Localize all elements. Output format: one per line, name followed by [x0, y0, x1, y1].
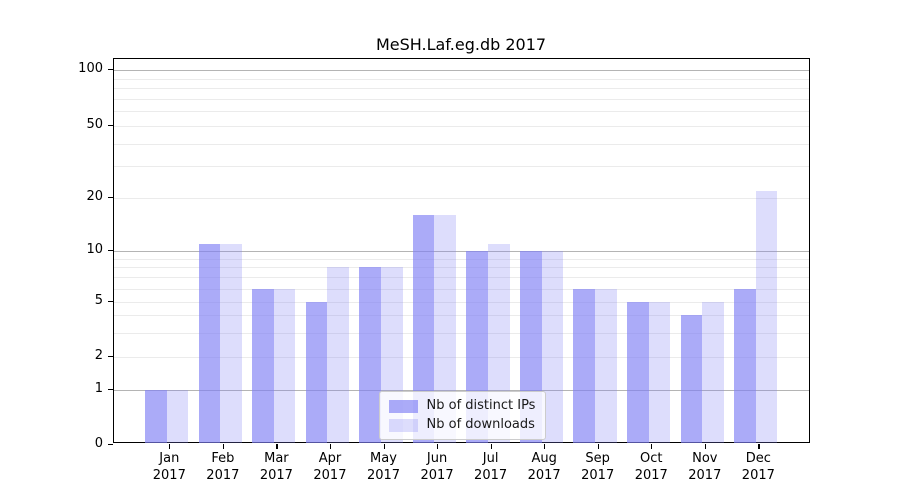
gridline-minor-50 — [113, 125, 809, 127]
gridline-major-10 — [113, 250, 809, 252]
x-tick-mark-feb — [222, 443, 225, 449]
bar-apr-distinct-ips — [305, 301, 328, 444]
x-tick-mark-apr — [329, 443, 332, 449]
bar-jan-downloads — [166, 389, 189, 444]
y-tick-label-100: 100 — [78, 61, 103, 76]
y-tick-mark-100 — [107, 69, 113, 71]
bar-nov-downloads — [702, 301, 724, 444]
bar-sep-distinct-ips — [573, 288, 596, 444]
x-tick-label-aug: Aug 2017 — [527, 451, 561, 483]
y-tick-label-20: 20 — [86, 189, 103, 204]
x-tick-mark-jul — [490, 443, 492, 449]
bar-feb-downloads — [220, 243, 242, 444]
gridline-major-100 — [113, 69, 809, 71]
y-tick-mark-1 — [107, 389, 113, 391]
gridline-minor-5 — [113, 301, 809, 303]
x-tick-mark-sep — [597, 443, 599, 449]
bar-nov-distinct-ips — [680, 315, 703, 444]
gridline-minor-20 — [113, 197, 809, 199]
gridline-minor-90 — [113, 78, 809, 80]
legend-swatch-distinct-ips — [388, 399, 418, 413]
bar-feb-distinct-ips — [198, 243, 221, 444]
bar-may-distinct-ips — [359, 267, 381, 444]
bar-jun-distinct-ips — [412, 215, 435, 444]
x-tick-mark-oct — [651, 443, 653, 449]
x-tick-label-mar: Mar 2017 — [259, 451, 293, 483]
x-tick-mark-dec — [758, 443, 760, 449]
x-tick-mark-jan — [169, 443, 171, 449]
bar-aug-downloads — [541, 250, 564, 444]
gridline-major-1 — [113, 389, 809, 391]
x-tick-label-may: May 2017 — [366, 451, 401, 483]
legend-item-distinct-ips: Nb of distinct IPs — [388, 398, 536, 414]
x-tick-label-feb: Feb 2017 — [206, 451, 240, 483]
y-tick-label-5: 5 — [94, 293, 103, 308]
bar-apr-downloads — [327, 267, 350, 444]
gridline-minor-6 — [113, 288, 809, 290]
x-tick-mark-nov — [704, 443, 706, 449]
legend-label-distinct-ips: Nb of distinct IPs — [426, 398, 536, 414]
y-tick-label-50: 50 — [86, 117, 103, 132]
x-tick-label-jul: Jul 2017 — [474, 451, 508, 483]
gridline-minor-40 — [113, 143, 809, 145]
y-tick-label-1: 1 — [94, 381, 103, 396]
bar-oct-distinct-ips — [626, 301, 649, 444]
x-tick-label-oct: Oct 2017 — [634, 451, 668, 483]
bar-jun-downloads — [434, 215, 457, 444]
gridline-minor-4 — [113, 315, 809, 317]
gridline-minor-80 — [113, 88, 809, 90]
x-tick-label-jun: Jun 2017 — [420, 451, 454, 483]
gridline-minor-30 — [113, 166, 809, 168]
gridline-minor-60 — [113, 111, 809, 113]
bar-dec-distinct-ips — [734, 288, 756, 444]
y-tick-mark-50 — [107, 125, 113, 127]
legend-label-downloads: Nb of downloads — [426, 417, 535, 433]
y-tick-label-2: 2 — [94, 348, 103, 363]
y-tick-mark-20 — [107, 197, 113, 199]
x-tick-mark-mar — [276, 443, 278, 449]
y-tick-mark-10 — [107, 250, 113, 252]
x-tick-mark-jun — [437, 443, 439, 449]
gridline-minor-3 — [113, 332, 809, 334]
bar-dec-downloads — [755, 190, 778, 444]
bar-jan-distinct-ips — [145, 389, 167, 444]
x-tick-mark-may — [383, 443, 385, 449]
gridline-minor-70 — [113, 98, 809, 100]
legend-item-downloads: Nb of downloads — [388, 417, 536, 433]
bar-mar-downloads — [273, 288, 296, 444]
chart-title: MeSH.Laf.eg.db 2017 — [375, 35, 547, 54]
bar-sep-downloads — [595, 288, 617, 444]
x-tick-label-dec: Dec 2017 — [741, 451, 775, 483]
y-tick-label-10: 10 — [86, 242, 103, 257]
bar-mar-distinct-ips — [252, 288, 274, 444]
gridline-minor-7 — [113, 277, 809, 279]
plot-area: Nb of distinct IPs Nb of downloads — [112, 58, 810, 444]
x-tick-label-nov: Nov 2017 — [688, 451, 722, 483]
x-tick-label-sep: Sep 2017 — [581, 451, 615, 483]
y-tick-mark-5 — [107, 301, 113, 303]
x-tick-mark-aug — [544, 443, 546, 449]
y-tick-mark-2 — [107, 356, 113, 358]
gridline-minor-9 — [113, 258, 809, 260]
legend-swatch-downloads — [388, 418, 418, 432]
y-tick-mark-0 — [107, 443, 113, 445]
gridline-minor-8 — [113, 267, 809, 269]
y-tick-label-0: 0 — [94, 435, 103, 451]
x-tick-label-apr: Apr 2017 — [313, 451, 347, 483]
legend: Nb of distinct IPs Nb of downloads — [378, 391, 547, 441]
gridline-minor-2 — [113, 356, 809, 358]
bar-oct-downloads — [648, 301, 671, 444]
x-tick-label-jan: Jan 2017 — [152, 451, 186, 483]
